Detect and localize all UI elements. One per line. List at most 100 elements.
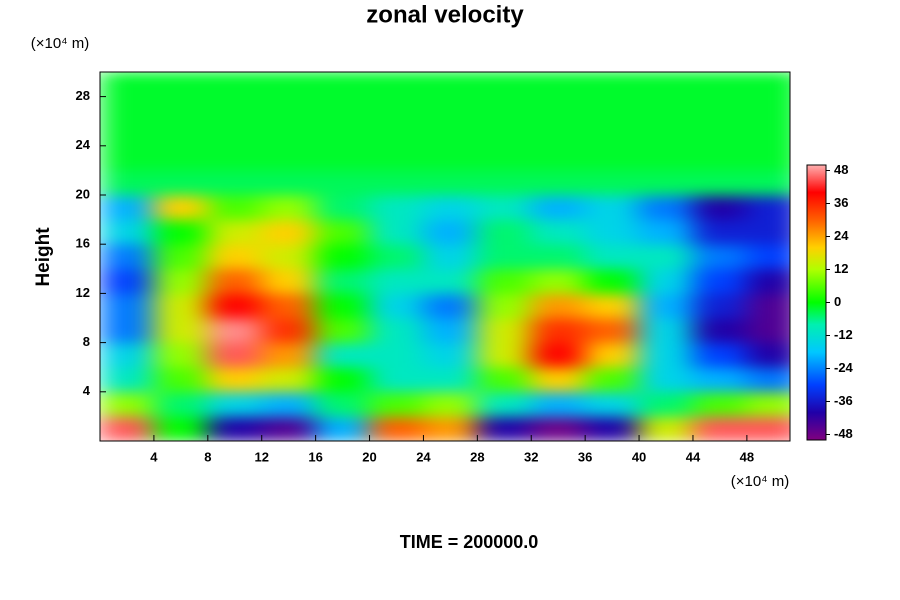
cell: [530, 366, 586, 393]
cell: [315, 194, 371, 221]
cell: [692, 243, 748, 270]
cell: [746, 219, 790, 245]
cell: [746, 415, 790, 441]
cell: [584, 145, 640, 171]
plot-frame: [99, 71, 791, 442]
cell: [369, 391, 424, 417]
cell: [638, 342, 694, 368]
cell: [638, 391, 694, 417]
cell: [692, 317, 748, 344]
cell: [638, 169, 694, 196]
y-unit: (×10⁴ m): [31, 35, 90, 52]
cell: [530, 292, 586, 319]
cell: [746, 96, 790, 122]
cell: [638, 194, 694, 221]
cell: [153, 342, 209, 368]
cell: [638, 268, 694, 294]
cell: [584, 292, 640, 319]
cell: [638, 243, 694, 270]
cell: [476, 391, 532, 417]
cell: [207, 194, 263, 221]
cell: [584, 268, 640, 294]
cell: [422, 120, 478, 147]
cell: [261, 292, 317, 319]
cell: [261, 219, 317, 245]
cell: [692, 391, 748, 417]
cell: [369, 145, 424, 171]
cell: [261, 145, 317, 171]
cell: [207, 145, 263, 171]
cell: [315, 317, 371, 344]
y-tick-label: 16: [76, 236, 90, 251]
cell: [692, 342, 748, 368]
cell: [530, 145, 586, 171]
cell: [638, 415, 694, 441]
cell: [476, 219, 532, 245]
cell: [476, 292, 532, 319]
cell: [530, 268, 586, 294]
cell: [422, 342, 478, 368]
cell: [746, 243, 790, 270]
cell: [638, 317, 694, 344]
colorbar: [806, 164, 827, 441]
cell: [369, 219, 424, 245]
x-tick-label: 12: [254, 449, 268, 464]
cell: [153, 391, 209, 417]
cell: [315, 268, 371, 294]
cell: [692, 219, 748, 245]
cell: [369, 342, 424, 368]
colorbar-tick-label: 12: [834, 261, 848, 276]
cell: [422, 194, 478, 221]
cell: [476, 243, 532, 270]
cell: [100, 194, 155, 221]
cell: [530, 169, 586, 196]
cell: [422, 72, 478, 98]
cell: [153, 292, 209, 319]
y-tick-label: 24: [76, 137, 91, 152]
cell: [476, 72, 532, 98]
cell: [746, 268, 790, 294]
x-tick-label: 16: [308, 449, 322, 464]
cell: [476, 342, 532, 368]
cell: [746, 366, 790, 393]
cell: [153, 366, 209, 393]
cell: [746, 145, 790, 171]
cell: [584, 120, 640, 147]
x-tick-label: 48: [740, 449, 754, 464]
cell: [638, 120, 694, 147]
cell: [746, 317, 790, 344]
cell: [153, 145, 209, 171]
cell: [638, 145, 694, 171]
y-tick-label: 28: [76, 88, 90, 103]
cell: [207, 243, 263, 270]
cell: [153, 219, 209, 245]
cell: [692, 169, 748, 196]
cell: [207, 342, 263, 368]
cell: [315, 292, 371, 319]
cell: [315, 219, 371, 245]
cell: [315, 96, 371, 122]
cell: [476, 120, 532, 147]
cell: [207, 317, 263, 344]
cell: [100, 120, 155, 147]
cell: [369, 268, 424, 294]
cell: [261, 268, 317, 294]
cell: [584, 96, 640, 122]
cell: [476, 415, 532, 441]
cell: [476, 145, 532, 171]
cell: [422, 391, 478, 417]
cell: [638, 292, 694, 319]
cell: [584, 72, 640, 98]
cell: [746, 120, 790, 147]
cell: [207, 268, 263, 294]
cell: [692, 415, 748, 441]
footer: TIME = 200000.0: [400, 532, 539, 552]
cell: [638, 366, 694, 393]
cell: [369, 169, 424, 196]
y-tick-label: 12: [76, 285, 90, 300]
cell: [584, 243, 640, 270]
cell: [100, 366, 155, 393]
cell: [100, 317, 155, 344]
cell: [153, 243, 209, 270]
cell: [261, 391, 317, 417]
